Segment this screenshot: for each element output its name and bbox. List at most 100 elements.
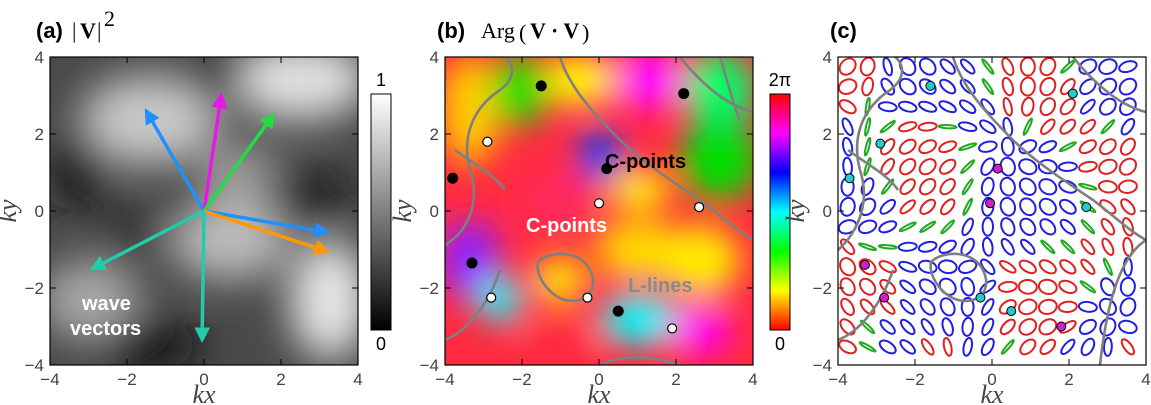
x-axis-label: kx <box>587 380 611 405</box>
polarization-ellipse <box>1078 139 1097 155</box>
polarization-ellipse <box>1037 278 1058 295</box>
polarization-ellipse <box>939 198 956 216</box>
colorbar-b <box>769 93 791 331</box>
wave-vector-arrow <box>203 209 331 255</box>
l-lines <box>445 57 753 365</box>
c-points-label-mid: C-points <box>526 215 607 237</box>
polarization-ellipse <box>999 176 1016 197</box>
polarization-ellipse <box>981 58 995 75</box>
polarization-ellipse <box>878 220 898 234</box>
polarization-ellipse <box>1119 276 1136 297</box>
y-tick-label: −2 <box>420 279 439 298</box>
polarization-ellipse <box>1097 180 1118 194</box>
c-point-white <box>667 323 678 334</box>
x-axis-label: kx <box>980 380 1004 405</box>
polarization-ellipse <box>879 319 896 335</box>
polarization-ellipse <box>838 78 858 95</box>
polarization-ellipse <box>958 142 978 151</box>
c-point-markers <box>844 80 1092 332</box>
polarization-ellipse <box>1098 297 1117 316</box>
c-point-white <box>593 198 605 209</box>
polarization-ellipse <box>980 157 996 176</box>
polarization-ellipse <box>1019 338 1037 356</box>
panel-b-label: (b) <box>437 18 465 43</box>
c-point-cyan <box>844 173 855 184</box>
polarization-ellipse <box>878 260 897 274</box>
polarization-ellipse <box>858 277 877 296</box>
panel-c: (c) −4 4 −2 2 0 0 2 −2 4 −4 kx ky <box>781 18 1151 405</box>
y-axis-label: ky <box>781 199 810 223</box>
polarization-ellipse <box>1098 77 1118 96</box>
polarization-ellipse <box>957 259 978 274</box>
polarization-ellipse <box>919 298 936 316</box>
polarization-ellipse <box>877 101 898 113</box>
polarization-ellipse <box>1059 259 1077 275</box>
colorbar-a-min: 0 <box>376 334 386 354</box>
polarization-ellipse <box>981 216 995 237</box>
polarization-ellipse <box>1059 118 1077 135</box>
polarization-ellipse <box>1118 60 1138 74</box>
polarization-ellipse <box>962 197 974 216</box>
c-point-black <box>601 163 613 175</box>
polarization-ellipse <box>918 139 938 155</box>
c-point-magenta <box>879 292 890 303</box>
polarization-ellipse <box>839 277 856 297</box>
polarization-ellipse <box>1018 318 1038 336</box>
panel-a-title-exp: 2 <box>104 6 115 31</box>
polarization-ellipse <box>939 297 956 317</box>
polarization-ellipse <box>1017 278 1038 295</box>
polarization-ellipse <box>1020 238 1036 255</box>
polarization-ellipse <box>920 318 935 336</box>
polarization-ellipse <box>980 337 995 357</box>
polarization-ellipse <box>981 78 995 96</box>
polarization-ellipse <box>898 221 917 233</box>
polarization-ellipse <box>919 220 937 234</box>
c-point-magenta <box>992 163 1003 174</box>
polarization-ellipse <box>1080 238 1096 256</box>
wave-vectors-label-2: vectors <box>70 318 141 340</box>
c-point-white <box>693 202 705 213</box>
polarization-ellipse <box>1119 137 1136 156</box>
polarization-ellipse <box>899 279 917 295</box>
panel-b-paren-left: ( <box>519 20 526 45</box>
polarization-ellipse <box>1058 141 1077 153</box>
polarization-ellipse <box>1001 76 1015 97</box>
polarization-ellipse <box>1001 57 1015 77</box>
x-tick-label: −4 <box>40 370 59 389</box>
colorbar-b-min: 0 <box>775 334 785 354</box>
polarization-ellipse <box>1018 177 1037 196</box>
polarization-ellipse <box>899 298 916 315</box>
polarization-ellipse <box>997 280 1018 293</box>
polarization-ellipse <box>1037 159 1058 175</box>
polarization-ellipse <box>1079 98 1096 115</box>
polarization-ellipse <box>840 297 855 317</box>
polarization-ellipse <box>1119 297 1137 317</box>
phase-map-b <box>445 57 753 365</box>
polarization-ellipse <box>960 159 976 175</box>
axes-b: −4 4 −2 2 0 0 2 −2 4 −4 kx ky <box>388 48 758 405</box>
x-tick-label: 0 <box>594 370 603 389</box>
polarization-ellipse <box>1038 178 1058 196</box>
polarization-ellipse <box>898 121 918 133</box>
y-tick-label: 2 <box>430 125 439 144</box>
polarization-ellipse <box>879 198 897 215</box>
wave-vector-arrow <box>203 209 331 238</box>
polarization-ellipse <box>1019 76 1036 97</box>
polarization-ellipse <box>1019 217 1037 236</box>
panel-b: (b) Arg ( V · V ) <box>388 18 791 405</box>
polarization-ellipse <box>879 119 896 134</box>
polarization-ellipse <box>1102 336 1113 357</box>
polarization-ellipse <box>980 258 996 276</box>
polarization-ellipse <box>859 319 876 335</box>
polarization-ellipse <box>960 296 975 317</box>
polarization-ellipse <box>1039 218 1057 236</box>
polarization-ellipse <box>979 119 997 135</box>
axes-c: −4 4 −2 2 0 0 2 −2 4 −4 kx ky <box>781 48 1151 405</box>
c-point-black <box>678 88 690 100</box>
y-tick-label: 0 <box>823 202 832 221</box>
y-axis-label: ky <box>0 199 22 223</box>
polarization-ellipse <box>1057 300 1078 314</box>
polarization-ellipse <box>917 121 938 132</box>
colorbar-a-max: 1 <box>376 70 386 90</box>
c-point-magenta <box>985 198 996 209</box>
